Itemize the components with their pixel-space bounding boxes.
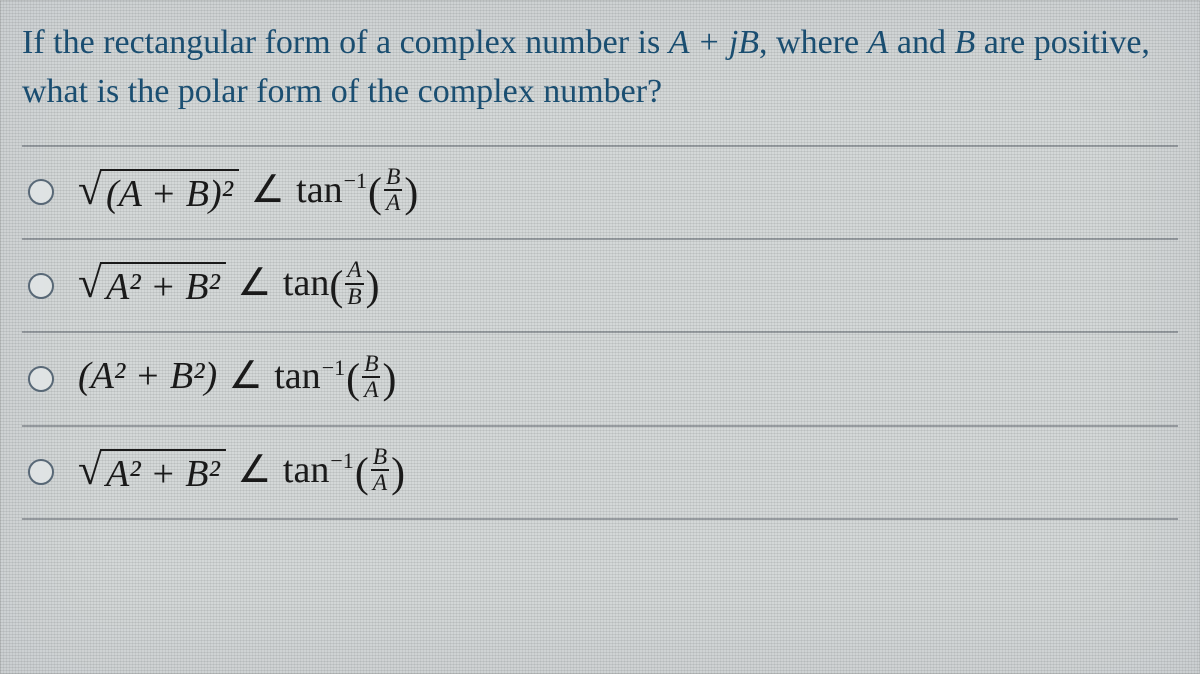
radicand: (A + B)² [100,169,239,218]
frac-den: A [371,469,389,496]
question-prompt: If the rectangular form of a complex num… [22,18,1178,117]
option-c[interactable]: (A² + B²) ∠ tan−1( B A ) [22,333,1178,424]
frac-num: A [345,259,363,283]
option-a-math: √ (A + B)² ∠ tan−1( B A ) [78,167,418,218]
option-d[interactable]: √ A² + B² ∠ tan−1( B A ) [22,427,1178,518]
magnitude-term: (A² + B²) [78,355,217,397]
frac-den: A [362,376,380,403]
radicand: A² + B² [100,262,226,311]
angle-icon: ∠ [235,449,273,491]
radio-b[interactable] [28,273,54,299]
tan-label: tan [296,169,342,211]
inverse-sup: −1 [344,168,367,193]
tan-label: tan [283,262,329,304]
angle-icon: ∠ [235,262,273,304]
surd-icon: √ [78,449,102,493]
radio-a[interactable] [28,179,54,205]
frac-den: B [345,283,363,310]
radio-d[interactable] [28,459,54,485]
q-expr-jB: jB [729,24,759,61]
q-text-1: If the rectangular form of a complex num… [22,24,669,61]
frac-num: B [384,166,402,190]
lparen: ( [368,170,382,216]
frac-num: B [362,353,380,377]
q-and: and [888,24,954,61]
rparen: ) [391,450,405,496]
radicand: A² + B² [100,449,226,498]
q-text-2: , where [759,24,868,61]
surd-icon: √ [78,262,102,306]
tan-label: tan [283,449,329,491]
lparen: ( [346,357,360,403]
option-b-math: √ A² + B² ∠ tan( A B ) [78,260,380,311]
frac-den: A [384,189,402,216]
inverse-sup: −1 [330,448,353,473]
angle-icon: ∠ [249,169,287,211]
surd-icon: √ [78,169,102,213]
lparen: ( [355,450,369,496]
radio-c[interactable] [28,366,54,392]
angle-icon: ∠ [227,355,265,397]
rparen: ) [404,170,418,216]
option-b[interactable]: √ A² + B² ∠ tan( A B ) [22,240,1178,331]
rparen: ) [382,357,396,403]
lparen: ( [329,263,343,309]
frac-num: B [371,446,389,470]
option-a[interactable]: √ (A + B)² ∠ tan−1( B A ) [22,147,1178,238]
q-expr-A: A [669,24,689,61]
q-var-A: A [868,24,889,61]
option-d-math: √ A² + B² ∠ tan−1( B A ) [78,447,405,498]
q-var-B: B [954,24,975,61]
tan-label: tan [274,355,320,397]
q-plus: + [689,24,729,61]
divider [22,518,1178,520]
option-c-math: (A² + B²) ∠ tan−1( B A ) [78,353,396,404]
inverse-sup: −1 [322,355,345,380]
rparen: ) [366,263,380,309]
